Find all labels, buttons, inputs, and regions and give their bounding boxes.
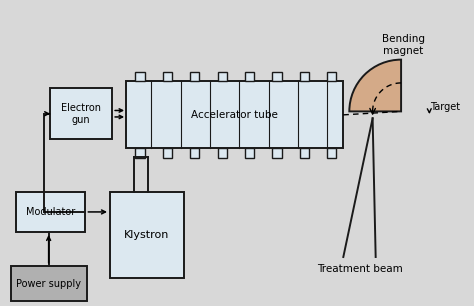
Bar [190,72,200,81]
Text: Accelerator tube: Accelerator tube [191,110,278,120]
Bar [273,148,282,158]
Text: Target: Target [430,102,460,112]
Bar [190,148,200,158]
Bar [327,72,337,81]
Bar [273,72,282,81]
Text: Power supply: Power supply [16,278,81,289]
Bar [327,148,337,158]
Text: Modulator: Modulator [26,207,75,217]
Bar [135,72,145,81]
Text: Bending
magnet: Bending magnet [382,34,425,56]
Bar [163,148,172,158]
Bar [135,148,145,158]
Bar [163,72,172,81]
Bar [126,81,343,148]
Wedge shape [349,60,401,111]
Bar [300,72,309,81]
Bar [245,148,254,158]
Text: Electron
gun: Electron gun [61,103,101,125]
Bar [218,72,227,81]
Bar [10,266,87,301]
Bar [16,192,85,232]
Bar [110,192,184,278]
Text: Treatment beam: Treatment beam [317,264,402,274]
Bar [300,148,309,158]
Bar [218,148,227,158]
Bar [245,72,254,81]
Text: Klystron: Klystron [124,230,170,240]
Bar [50,88,112,139]
